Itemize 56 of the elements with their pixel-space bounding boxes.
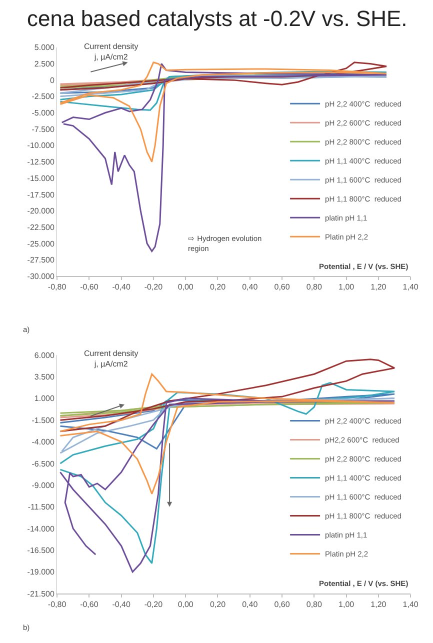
x-tick-label: -0,20 [144,282,164,292]
y-tick-label: 2.500 [34,60,55,69]
x-tick-label: 1,20 [370,282,387,292]
x-tick-label: 1,00 [338,282,355,292]
x-tick-label: -0,60 [80,282,99,292]
y-axis-title: Current density j, µA/cm2 [84,349,138,368]
y-tick-label: 3.500 [34,372,55,382]
y-tick-label: -9.000 [32,480,55,490]
x-tick-label: 0,00 [178,600,194,610]
x-tick-label: 0,60 [274,282,290,292]
y-tick-label: -19.000 [27,568,55,577]
y-tick-label: -11.500 [28,502,55,512]
y-tick-label: -22.500 [27,222,55,232]
y-tick-label: 0 [50,76,55,85]
x-tick-label: 0,00 [178,282,194,292]
x-tick-label: 0,80 [306,600,322,610]
y-tick-label: 1.000 [34,394,55,404]
x-tick-label: 1,00 [338,600,355,610]
y-tick-label: -6.500 [32,459,55,468]
y-tick-label: 6.000 [34,350,55,360]
y-tick-label: -5.000 [32,108,55,118]
x-tick-label: 1,40 [402,282,419,292]
y-tick-label: -27.500 [27,256,55,265]
x-tick-label: 0,60 [274,600,290,610]
y-tick-label: -2.500 [32,92,55,102]
y-tick-label: 5.000 [34,43,55,52]
y-tick-label: -15.000 [27,174,55,183]
y-tick-label: -30.000 [27,272,55,281]
x-tick-label: 0,20 [210,282,226,292]
x-tick-label: 0,20 [210,600,226,610]
y-axis-title: Current density j, µA/cm2 [84,42,138,62]
x-tick-label: -0,40 [112,600,131,610]
y-tick-label: -21.500 [27,589,55,598]
x-tick-label: 0,40 [242,600,258,610]
y-tick-label: -20.000 [27,206,55,216]
chart-title: cena based catalysts at -0.2V vs. SHE. [27,6,408,31]
y-tick-label: -1.500 [32,416,55,425]
line-series [59,62,388,91]
x-tick-label: 0,80 [306,282,322,292]
x-tick-label: 0,40 [242,282,258,292]
x-tick-label: -0,80 [48,282,67,292]
x-tick-label: -0,20 [144,600,164,610]
y-tick-label: -12.500 [27,158,55,167]
y-tick-label: -7.500 [32,124,55,134]
y-tick-label: -17.500 [27,190,55,200]
x-tick-label: -0,60 [80,600,99,610]
line-series [59,74,388,98]
y-tick-label: -25.000 [27,239,55,248]
y-tick-label: -14.000 [27,524,55,534]
x-tick-label: 1,20 [370,600,387,610]
y-tick-label: -4.000 [32,438,55,447]
x-tick-label: -0,40 [112,282,131,292]
x-tick-label: -0,80 [48,600,67,610]
y-tick-label: -10.000 [27,141,55,150]
x-tick-label: 1,40 [402,600,419,610]
y-tick-label: -16.500 [27,546,55,556]
